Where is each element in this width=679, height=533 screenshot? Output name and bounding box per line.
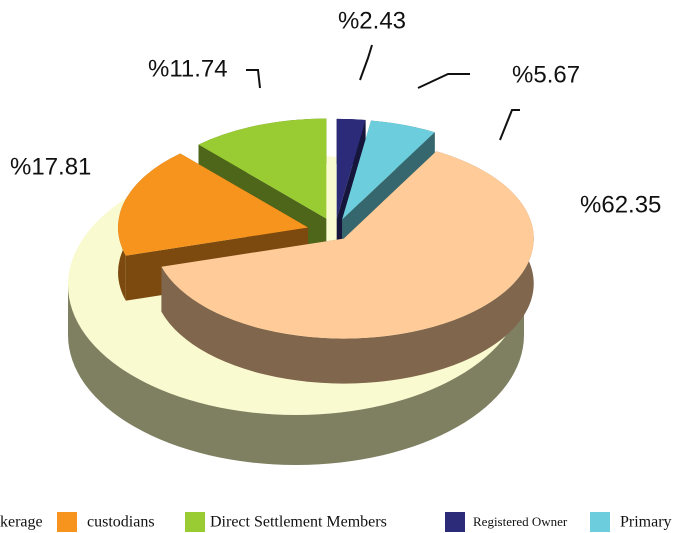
legend-label: custodians xyxy=(87,514,155,531)
legend-label: Direct Settlement Members xyxy=(210,514,387,531)
legend-swatch xyxy=(57,512,77,532)
slices xyxy=(118,118,534,384)
legend-label: Registered Owner xyxy=(473,514,568,529)
legend-label: Primary xyxy=(620,514,672,531)
slice-top xyxy=(198,118,327,219)
data-label: %5.67 xyxy=(512,61,580,88)
slice xyxy=(161,151,534,384)
legend-swatch xyxy=(445,512,465,532)
leaders xyxy=(246,44,520,141)
slice-top xyxy=(118,153,309,256)
legend-label: kerage xyxy=(0,514,43,531)
slice-top xyxy=(336,118,366,219)
legend-swatch xyxy=(590,512,610,532)
data-label: %2.43 xyxy=(338,7,406,34)
slice-top xyxy=(342,120,435,220)
data-label: %62.35 xyxy=(580,191,661,218)
legend-swatch xyxy=(185,512,205,532)
slice-side xyxy=(161,151,534,384)
data-label: %17.81 xyxy=(10,153,91,180)
slice-top xyxy=(161,151,534,339)
data-label: %11.74 xyxy=(148,55,228,82)
